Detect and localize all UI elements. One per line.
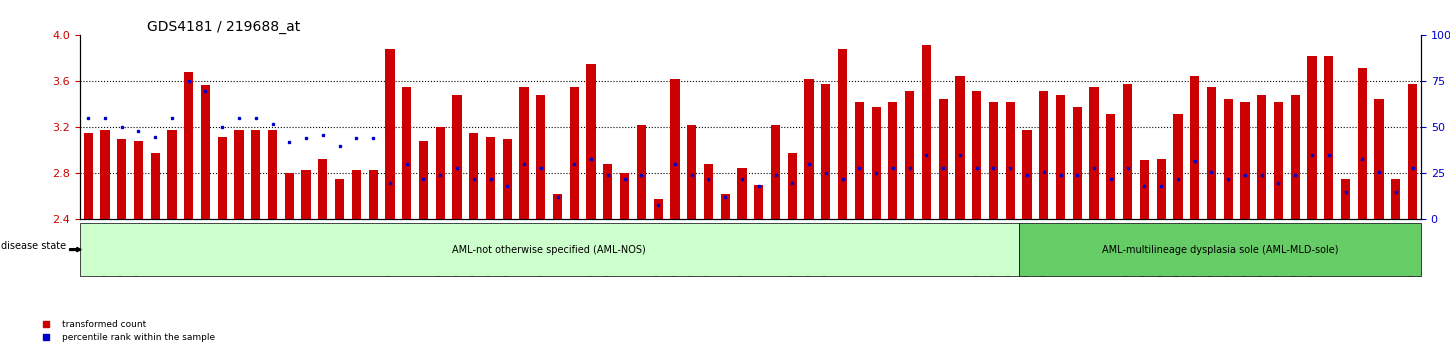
- Bar: [167, 130, 177, 219]
- Bar: [838, 49, 847, 219]
- Bar: [956, 76, 964, 219]
- Bar: [670, 79, 680, 219]
- Bar: [184, 72, 193, 219]
- Bar: [352, 170, 361, 219]
- Bar: [402, 87, 412, 219]
- Bar: [302, 170, 310, 219]
- Bar: [805, 79, 813, 219]
- Bar: [452, 95, 461, 219]
- Bar: [754, 185, 763, 219]
- Bar: [419, 141, 428, 219]
- Bar: [738, 168, 747, 219]
- Bar: [989, 102, 998, 219]
- Bar: [151, 153, 160, 219]
- Bar: [1324, 56, 1334, 219]
- Bar: [519, 87, 529, 219]
- Bar: [202, 85, 210, 219]
- Bar: [1157, 159, 1166, 219]
- Bar: [486, 137, 494, 219]
- Bar: [938, 99, 948, 219]
- Bar: [1190, 76, 1199, 219]
- Bar: [470, 133, 478, 219]
- Bar: [218, 137, 226, 219]
- Bar: [1290, 95, 1299, 219]
- Bar: [1022, 130, 1031, 219]
- Bar: [1006, 102, 1015, 219]
- Bar: [854, 102, 864, 219]
- Bar: [1357, 68, 1367, 219]
- Bar: [1391, 179, 1401, 219]
- Bar: [1089, 87, 1099, 219]
- Bar: [1375, 99, 1383, 219]
- Bar: [637, 125, 647, 219]
- Bar: [318, 159, 328, 219]
- Bar: [268, 130, 277, 219]
- Bar: [905, 91, 915, 219]
- Bar: [721, 194, 729, 219]
- Bar: [1073, 107, 1082, 219]
- Bar: [368, 170, 378, 219]
- Bar: [871, 107, 880, 219]
- Bar: [603, 164, 612, 219]
- Bar: [284, 173, 294, 219]
- Bar: [435, 127, 445, 219]
- Text: disease state: disease state: [1, 241, 67, 251]
- Bar: [1122, 84, 1132, 219]
- Legend: transformed count, percentile rank within the sample: transformed count, percentile rank withi…: [33, 316, 219, 346]
- Bar: [1173, 114, 1183, 219]
- Bar: [251, 130, 261, 219]
- Bar: [1257, 95, 1266, 219]
- Bar: [1040, 91, 1048, 219]
- Text: GDS4181 / 219688_at: GDS4181 / 219688_at: [146, 21, 300, 34]
- Bar: [771, 125, 780, 219]
- Bar: [503, 139, 512, 219]
- Bar: [1106, 114, 1115, 219]
- Text: AML-not otherwise specified (AML-NOS): AML-not otherwise specified (AML-NOS): [452, 245, 647, 255]
- Bar: [235, 130, 244, 219]
- Bar: [117, 139, 126, 219]
- Bar: [1056, 95, 1066, 219]
- Bar: [922, 45, 931, 219]
- Bar: [570, 87, 579, 219]
- Bar: [536, 95, 545, 219]
- Bar: [1341, 179, 1350, 219]
- Bar: [654, 199, 663, 219]
- Bar: [1275, 102, 1283, 219]
- Bar: [1224, 99, 1232, 219]
- Bar: [100, 130, 110, 219]
- Bar: [386, 49, 394, 219]
- Bar: [889, 102, 898, 219]
- Bar: [703, 164, 713, 219]
- Bar: [1140, 160, 1148, 219]
- Bar: [621, 173, 629, 219]
- Text: AML-multilineage dysplasia sole (AML-MLD-sole): AML-multilineage dysplasia sole (AML-MLD…: [1102, 245, 1338, 255]
- Bar: [1408, 84, 1417, 219]
- Bar: [687, 125, 696, 219]
- Bar: [1308, 56, 1317, 219]
- Bar: [552, 194, 563, 219]
- Bar: [972, 91, 982, 219]
- Bar: [787, 153, 798, 219]
- Bar: [1240, 102, 1250, 219]
- Bar: [335, 179, 344, 219]
- Bar: [586, 64, 596, 219]
- Bar: [821, 84, 831, 219]
- Bar: [84, 133, 93, 219]
- Bar: [1206, 87, 1217, 219]
- Bar: [133, 141, 144, 219]
